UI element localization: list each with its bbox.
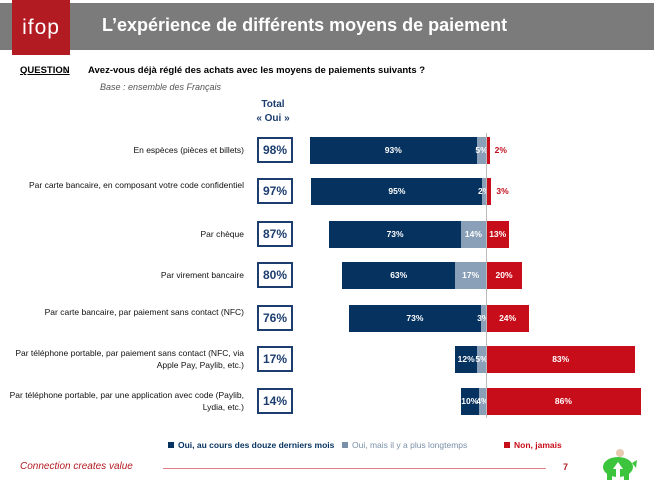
total-oui-box: 14%	[257, 388, 293, 414]
question-text: Avez-vous déjà réglé des achats avec les…	[88, 65, 426, 76]
row-label: Par téléphone portable, par paiement san…	[15, 348, 244, 370]
data-label: 95%	[388, 186, 406, 196]
footer-divider	[163, 468, 546, 469]
data-label: 73%	[386, 229, 404, 239]
total-oui-box: 17%	[257, 346, 293, 372]
ifop-logo: ifop	[12, 0, 70, 55]
bar-segment-recent: 12%	[455, 345, 477, 373]
bar-segment-recent: 95%	[311, 177, 483, 205]
question-label: QUESTION	[20, 65, 70, 76]
page-number: 7	[563, 462, 569, 472]
bar-segment-recent: 73%	[329, 220, 461, 248]
legend-label: Oui, mais il y a plus longtemps	[352, 440, 468, 450]
bar-segment-never: 24%	[486, 304, 530, 332]
bar-segment-recent: 73%	[349, 304, 481, 332]
bar-segment-recent: 93%	[309, 136, 477, 164]
data-label: 3%	[496, 186, 509, 196]
bar-segment-never: 83%	[486, 345, 636, 373]
data-label: 13%	[489, 229, 507, 239]
total-oui-box: 76%	[257, 305, 293, 331]
question-colon: :	[64, 65, 68, 76]
bar-segment-never: 20%	[486, 261, 522, 289]
data-label: 73%	[406, 313, 424, 323]
data-label: 63%	[390, 270, 408, 280]
data-label: 5%	[475, 354, 488, 364]
row-label: Par téléphone portable, par une applicat…	[9, 390, 244, 412]
data-label: 2%	[494, 145, 507, 155]
legend-label: Non, jamais	[514, 440, 562, 450]
legend-label: Oui, au cours des douze derniers mois	[178, 440, 335, 450]
total-header-line2: « Oui »	[256, 113, 290, 124]
bar-segment-older: 4%	[476, 387, 489, 415]
legend-swatch	[504, 442, 510, 448]
bar-segment-older: 5%	[475, 345, 488, 373]
legend-item-never: Non, jamais	[504, 440, 562, 450]
bar-segment-older: 17%	[455, 261, 486, 289]
page-title: L’expérience de différents moyens de pai…	[102, 15, 508, 35]
bar-segment-older: 5%	[475, 136, 488, 164]
data-label: 24%	[499, 313, 517, 323]
data-label: 5%	[475, 145, 488, 155]
row-label: Par carte bancaire, par paiement sans co…	[44, 307, 244, 317]
total-header: Total « Oui »	[244, 98, 302, 126]
footer-tagline: Connection creates value	[20, 461, 133, 472]
data-label: 4%	[476, 396, 489, 406]
bar-segment-recent: 10%	[460, 387, 479, 415]
data-label: 86%	[554, 396, 572, 406]
total-oui-box: 98%	[257, 137, 293, 163]
bar-segment-older: 2%	[478, 177, 490, 205]
total-oui-box: 87%	[257, 221, 293, 247]
bar-segment-never	[486, 177, 492, 205]
data-label: 2%	[478, 186, 491, 196]
bar-segment-recent: 63%	[342, 261, 456, 289]
data-label: 12%	[457, 354, 475, 364]
legend-swatch	[168, 442, 174, 448]
row-label: En espèces (pièces et billets)	[133, 145, 244, 155]
data-label: 93%	[384, 145, 402, 155]
bar-segment-never: 13%	[486, 220, 510, 248]
row-label: Par chèque	[200, 229, 244, 239]
row-label: Par virement bancaire	[160, 270, 244, 280]
data-label: 20%	[495, 270, 513, 280]
total-header-line1: Total	[261, 99, 285, 110]
bar-segment-never	[486, 136, 490, 164]
total-oui-box: 97%	[257, 178, 293, 204]
axis-center-line	[486, 133, 487, 418]
data-label: 10%	[461, 396, 479, 406]
row-label: Par carte bancaire, en composant votre c…	[29, 180, 244, 190]
data-label: 83%	[552, 354, 570, 364]
data-label: 14%	[464, 229, 482, 239]
total-oui-box: 80%	[257, 262, 293, 288]
bar-segment-older: 14%	[460, 220, 486, 248]
header-bar: L’expérience de différents moyens de pai…	[0, 3, 654, 50]
legend-item-older: Oui, mais il y a plus longtemps	[342, 440, 467, 450]
legend-item-recent: Oui, au cours des douze derniers mois	[168, 440, 334, 450]
bar-segment-older: 3%	[477, 304, 489, 332]
piggy-bank-icon	[603, 449, 637, 480]
bar-segment-never: 86%	[486, 387, 641, 415]
data-label: 3%	[477, 313, 490, 323]
data-label: 17%	[462, 270, 480, 280]
base-note: Base : ensemble des Français	[100, 82, 222, 92]
legend-swatch	[342, 442, 348, 448]
